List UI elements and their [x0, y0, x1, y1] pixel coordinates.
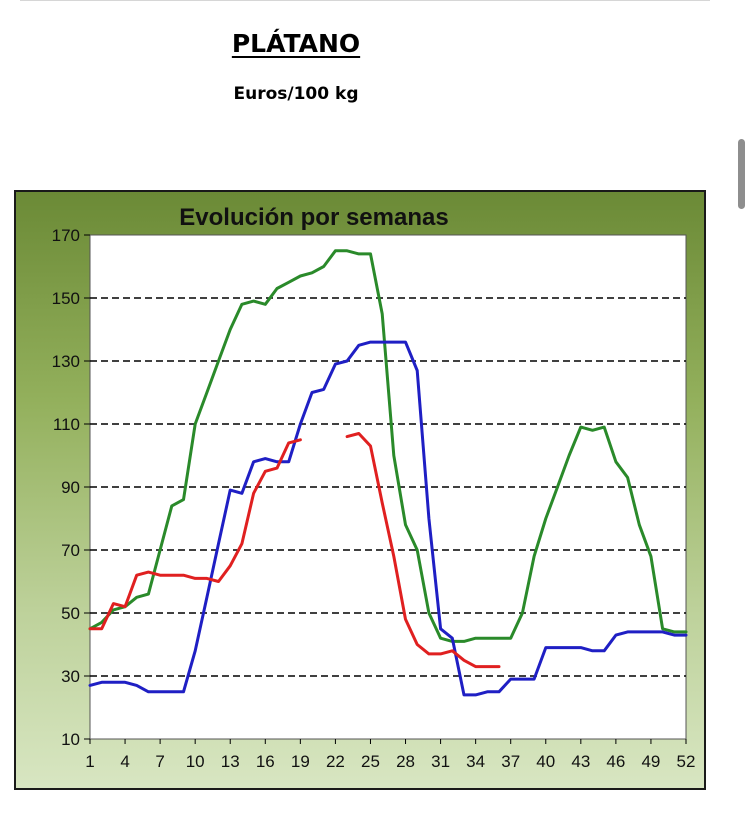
x-tick-label: 7 — [155, 752, 164, 771]
series-line-2 — [88, 340, 688, 697]
x-axis-ticks: 1 4 7 10 13 16 19 22 25 28 31 34 37 40 43 46 49 52 — [85, 739, 695, 771]
x-tick-label: 19 — [291, 752, 310, 771]
y-tick-label: 90 — [61, 478, 80, 497]
series-line-3 — [88, 432, 501, 669]
x-tick-label: 49 — [641, 752, 660, 771]
x-tick-label: 46 — [606, 752, 625, 771]
series-line-1 — [88, 249, 688, 643]
x-tick-label: 13 — [221, 752, 240, 771]
x-tick-label: 43 — [571, 752, 590, 771]
x-tick-label: 31 — [431, 752, 450, 771]
x-tick-label: 34 — [466, 752, 485, 771]
series-lines — [88, 249, 688, 697]
chart-frame: Evolución por semanas 10 30 50 70 90 110 130 15… — [14, 190, 706, 790]
x-tick-label: 52 — [677, 752, 696, 771]
top-divider — [20, 0, 710, 1]
x-tick-label: 10 — [186, 752, 205, 771]
x-tick-label: 28 — [396, 752, 415, 771]
page-subtitle: Euros/100 kg — [233, 84, 359, 104]
x-tick-label: 16 — [256, 752, 275, 771]
y-tick-label: 110 — [53, 415, 80, 434]
y-tick-label: 30 — [61, 667, 80, 686]
y-tick-label: 170 — [52, 226, 80, 245]
x-tick-label: 22 — [326, 752, 345, 771]
y-tick-label: 130 — [52, 352, 80, 371]
chart-title: Evolución por semanas — [179, 204, 448, 231]
x-tick-label: 37 — [501, 752, 520, 771]
y-tick-label: 70 — [61, 541, 80, 560]
x-tick-label: 25 — [361, 752, 380, 771]
y-tick-label: 150 — [52, 289, 80, 308]
price-evolution-chart: Evolución por semanas 103050709011013015… — [52, 204, 696, 771]
x-tick-label: 40 — [536, 752, 555, 771]
page-title: PLÁTANO — [231, 29, 361, 58]
y-tick-label: 10 — [61, 730, 80, 749]
x-tick-label: 4 — [120, 752, 129, 771]
scrollbar-thumb[interactable] — [738, 139, 745, 209]
y-tick-label: 50 — [61, 604, 80, 623]
x-tick-label: 1 — [85, 752, 94, 771]
y-axis-ticks: 10 30 50 70 90 110 130 150 170 — [52, 226, 90, 749]
